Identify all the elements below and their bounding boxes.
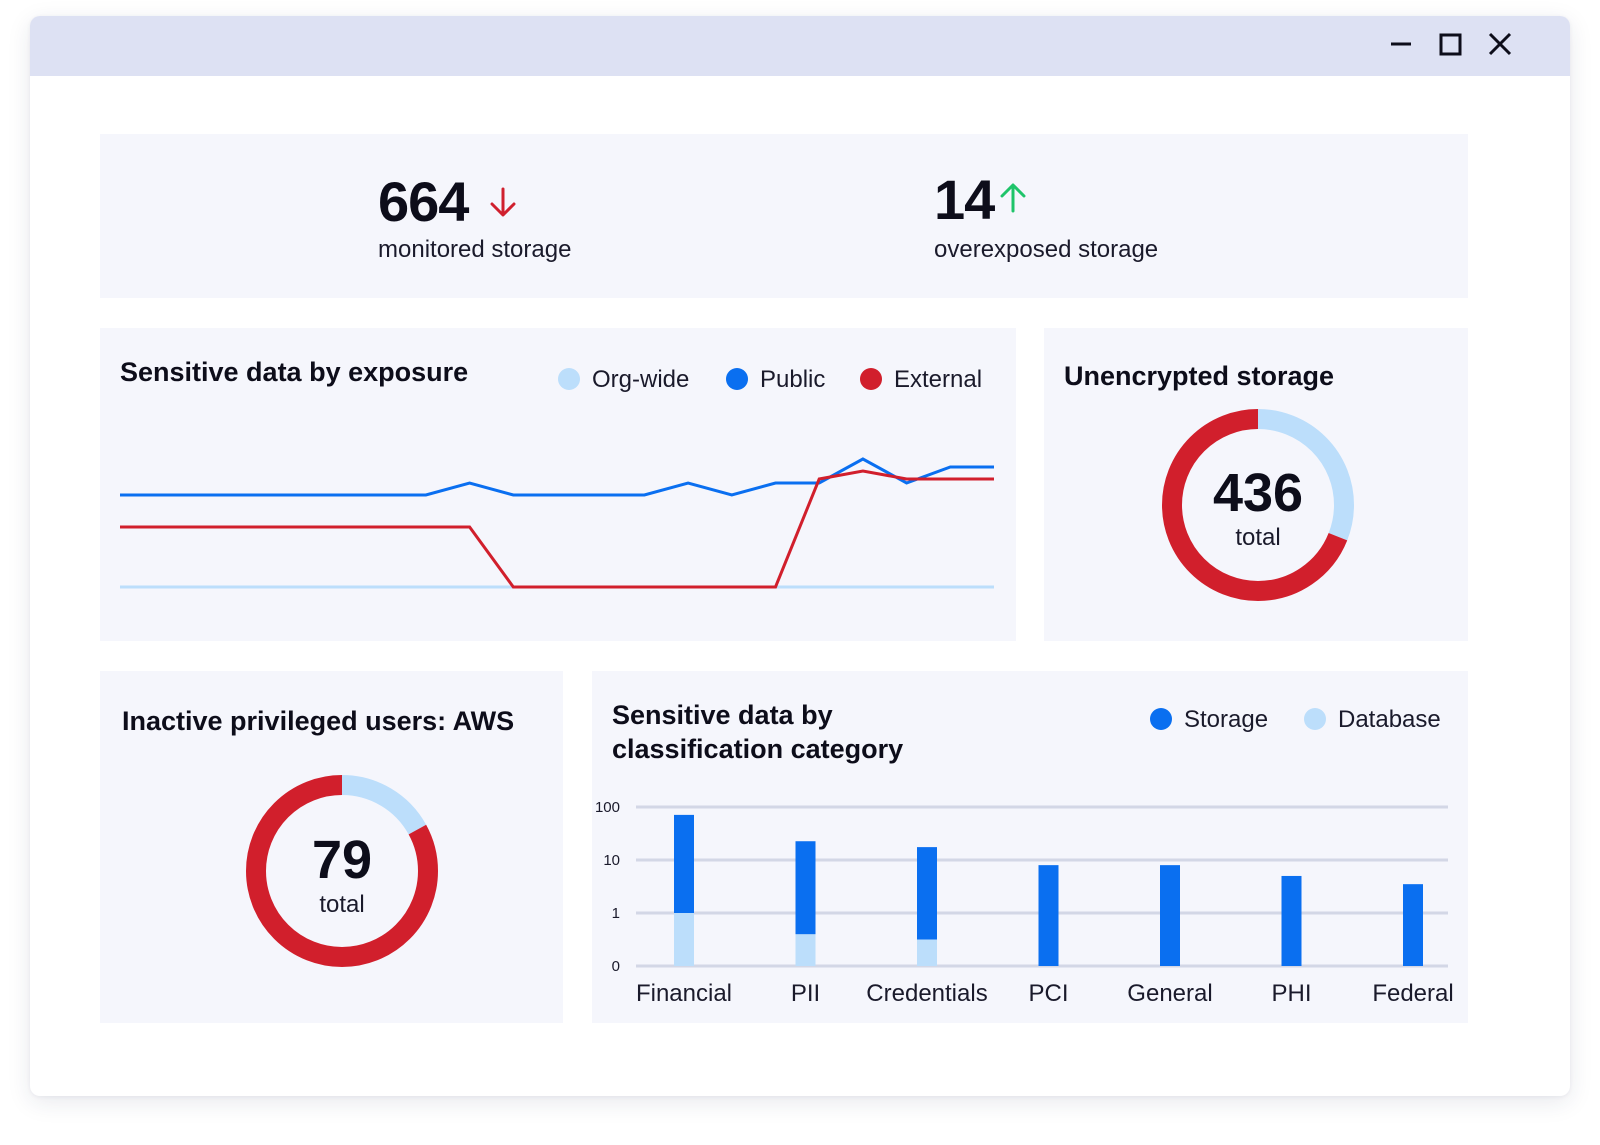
- trend-down-icon: [490, 187, 516, 217]
- trend-up-icon: [1000, 183, 1026, 213]
- bar-database-credentials: [917, 939, 937, 966]
- bar-storage-general: [1160, 865, 1180, 966]
- bar-database-pii: [795, 934, 816, 966]
- bar-storage-credentials: [917, 847, 937, 940]
- legend-public: Public: [726, 368, 825, 392]
- x-tick-label: Credentials: [866, 980, 987, 1007]
- unencrypted-donut-chart: [1162, 409, 1354, 601]
- stats-card: 664 monitored storage 14 overexposed sto…: [100, 134, 1468, 298]
- inactive-users-total: 79: [311, 830, 373, 890]
- minimize-icon[interactable]: [1385, 30, 1417, 62]
- legend-dot-storage: [1150, 708, 1172, 730]
- legend-storage: Storage: [1150, 708, 1268, 732]
- x-tick-label: General: [1127, 980, 1212, 1007]
- unencrypted-donut-segment-1: [1162, 409, 1354, 601]
- legend-label-database: Database: [1338, 706, 1441, 733]
- legend-label-storage: Storage: [1184, 706, 1269, 733]
- exposure-line-chart: [120, 457, 994, 589]
- inactive-users-donut-chart: [246, 775, 438, 967]
- maximize-icon[interactable]: [1434, 30, 1466, 62]
- classification-title-line1: Sensitive data by: [612, 700, 833, 730]
- x-tick-label: PHI: [1271, 980, 1311, 1007]
- classification-title: Sensitive data by classification categor…: [612, 699, 903, 767]
- series-line-external: [120, 469, 994, 589]
- unencrypted-title: Unencrypted storage: [1064, 361, 1335, 391]
- classification-title-line2: classification category: [612, 733, 904, 764]
- series-line-public: [120, 457, 994, 497]
- overexposed-storage-value: 14: [934, 168, 995, 231]
- close-icon[interactable]: [1484, 30, 1516, 62]
- title-bar: [30, 16, 1570, 76]
- legend-dot-org-wide: [558, 368, 580, 390]
- unencrypted-total-label: total: [1235, 524, 1281, 551]
- x-tick-label: PII: [791, 980, 820, 1007]
- exposure-title: Sensitive data by exposure: [120, 357, 469, 387]
- app-window: 664 monitored storage 14 overexposed sto…: [30, 16, 1570, 1096]
- x-tick-label: PCI: [1028, 980, 1068, 1007]
- overexposed-storage-label: overexposed storage: [934, 236, 1159, 263]
- monitored-storage-label: monitored storage: [378, 236, 572, 263]
- inactive-users-total-label: total: [319, 891, 365, 918]
- unencrypted-card: Unencrypted storage 436 total: [1044, 328, 1468, 641]
- inactive-donut-segment-1: [246, 775, 438, 967]
- bar-storage-pii: [795, 841, 816, 935]
- legend-database: Database: [1304, 708, 1441, 732]
- legend-label-public: Public: [760, 366, 826, 393]
- x-tick-label: Financial: [636, 980, 732, 1007]
- bar-storage-phi: [1281, 875, 1302, 966]
- legend-dot-external: [860, 368, 882, 390]
- monitored-storage-value: 664: [378, 170, 469, 233]
- unencrypted-total: 436: [1212, 463, 1304, 523]
- legend-external: External: [860, 368, 982, 392]
- inactive-users-title: Inactive privileged users: AWS: [122, 706, 515, 736]
- legend-label-org-wide: Org-wide: [592, 366, 690, 393]
- y-tick-label: 10: [603, 852, 620, 869]
- legend-label-external: External: [894, 366, 983, 393]
- classification-card: Sensitive data by classification categor…: [592, 671, 1468, 1023]
- y-tick-label: 100: [595, 799, 620, 816]
- y-tick-label: 0: [612, 958, 620, 975]
- legend-dot-public: [726, 368, 748, 390]
- bar-storage-financial: [674, 814, 694, 913]
- x-tick-label: Federal: [1372, 980, 1453, 1007]
- bar-storage-pci: [1038, 865, 1059, 966]
- bar-storage-federal: [1403, 884, 1423, 966]
- bar-database-financial: [674, 913, 694, 966]
- legend-org-wide: Org-wide: [558, 368, 689, 392]
- legend-dot-database: [1304, 708, 1326, 730]
- y-tick-label: 1: [612, 905, 620, 922]
- classification-bar-chart: 0 1 10 100 Financial PII Credentials PCI General…: [595, 799, 1454, 1007]
- inactive-users-card: Inactive privileged users: AWS 79 total: [100, 671, 563, 1023]
- exposure-card: Sensitive data by exposure Org-wide Publ…: [100, 328, 1016, 641]
